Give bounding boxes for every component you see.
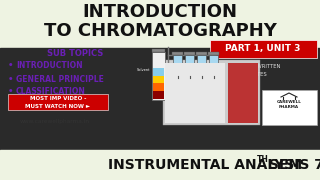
Text: •: • bbox=[8, 87, 13, 96]
Bar bbox=[262, 90, 317, 125]
Bar bbox=[153, 91, 164, 99]
Bar bbox=[165, 63, 225, 123]
Text: CAREWELL: CAREWELL bbox=[276, 100, 301, 104]
Bar bbox=[152, 49, 165, 52]
Text: •: • bbox=[8, 62, 13, 71]
Bar bbox=[163, 60, 260, 125]
Bar bbox=[153, 68, 164, 76]
Text: MOST IMP VIDEO -: MOST IMP VIDEO - bbox=[30, 96, 86, 102]
Text: INSTRUMENTAL ANALYSIS 7: INSTRUMENTAL ANALYSIS 7 bbox=[108, 158, 320, 172]
Text: Solvent: Solvent bbox=[137, 68, 150, 72]
Bar bbox=[208, 52, 219, 55]
Text: NOTES: NOTES bbox=[249, 71, 267, 76]
Bar bbox=[196, 52, 207, 55]
Text: INTRODUCTION: INTRODUCTION bbox=[83, 3, 237, 21]
Text: www.carewellpharma.in: www.carewellpharma.in bbox=[20, 120, 90, 125]
Bar bbox=[173, 55, 182, 75]
Bar bbox=[153, 76, 164, 83]
Bar bbox=[0, 0, 320, 48]
Bar bbox=[197, 55, 206, 75]
Text: TO CHROMATOGRAPHY: TO CHROMATOGRAPHY bbox=[44, 22, 276, 40]
Bar bbox=[185, 55, 194, 75]
Text: PART 1, UNIT 3: PART 1, UNIT 3 bbox=[225, 44, 301, 53]
Text: MUST WATCH NOW ►: MUST WATCH NOW ► bbox=[25, 105, 91, 109]
Text: + HANDWRITTEN: + HANDWRITTEN bbox=[235, 64, 281, 69]
Text: GENERAL PRINCIPLE: GENERAL PRINCIPLE bbox=[16, 75, 104, 84]
Text: TH: TH bbox=[257, 156, 269, 165]
Bar bbox=[210, 40, 317, 58]
Bar bbox=[153, 83, 164, 91]
Bar bbox=[0, 150, 320, 180]
Bar bbox=[184, 52, 195, 55]
Text: SUB TOPICS: SUB TOPICS bbox=[47, 50, 103, 59]
Bar bbox=[152, 52, 165, 100]
Text: SEM: SEM bbox=[264, 158, 302, 172]
Text: CLASSIFICATION: CLASSIFICATION bbox=[16, 87, 86, 96]
Text: •: • bbox=[8, 75, 13, 84]
Bar bbox=[209, 55, 218, 75]
Bar bbox=[0, 48, 320, 150]
Text: PHARMA: PHARMA bbox=[279, 105, 299, 109]
Bar bbox=[172, 52, 183, 55]
Text: INTRODUCTION: INTRODUCTION bbox=[16, 62, 83, 71]
Bar bbox=[8, 94, 108, 110]
Bar bbox=[228, 63, 258, 123]
